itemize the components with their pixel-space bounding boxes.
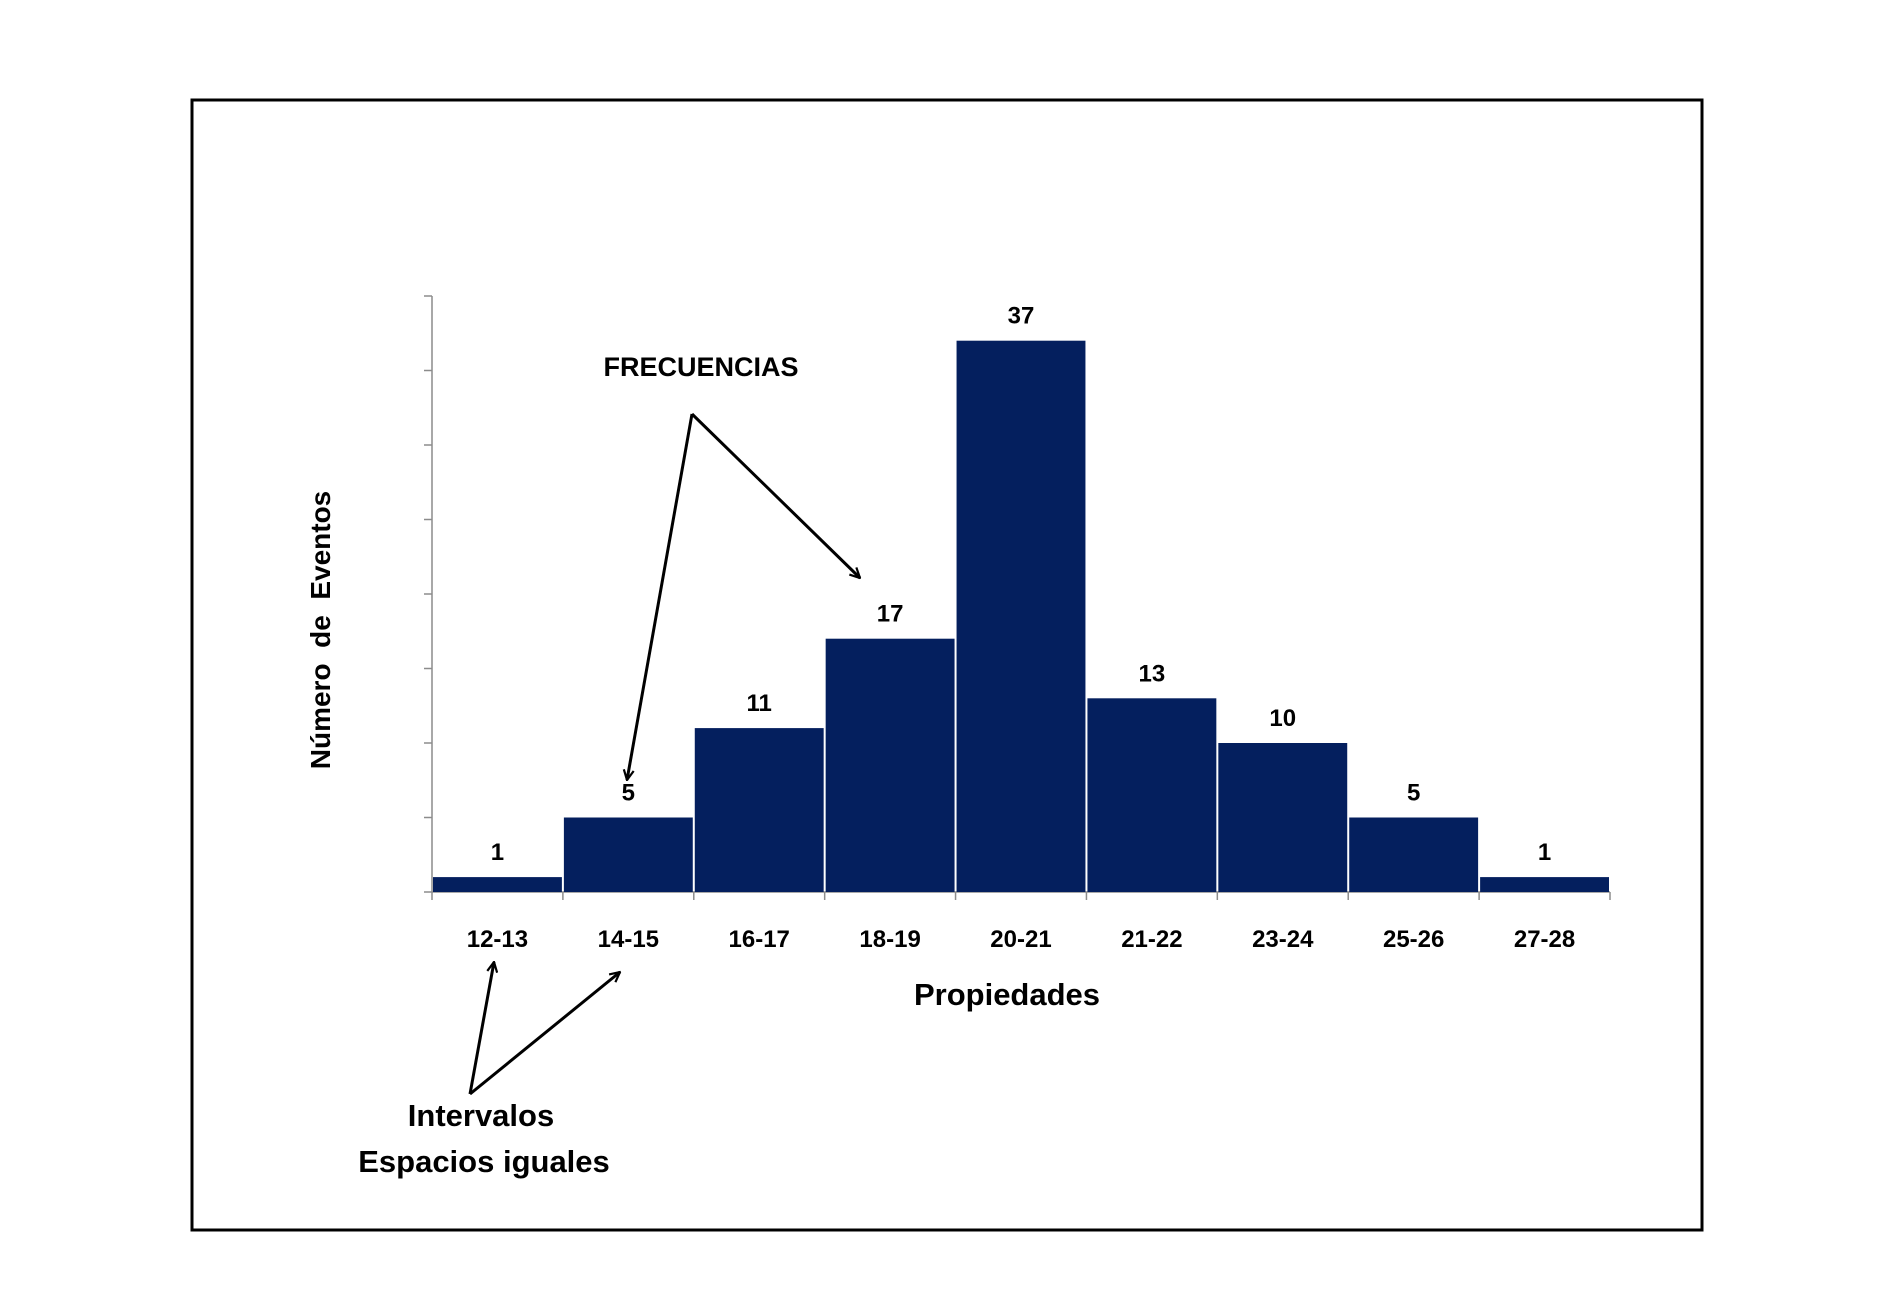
bar-21-22 — [1087, 698, 1217, 892]
data-label-27-28: 1 — [1538, 839, 1551, 866]
x-tick-label-16-17: 16-17 — [729, 926, 790, 953]
intervals-annotation-line2: Espacios iguales — [358, 1144, 610, 1179]
category-labels-group: 12-13 14-15 16-17 18-19 20-21 21-22 23-24 25-26… — [467, 926, 1576, 953]
data-label-23-24: 10 — [1269, 705, 1296, 732]
bar-23-24 — [1218, 743, 1348, 892]
y-axis-ticks — [424, 295, 432, 893]
x-tick-label-12-13: 12-13 — [467, 926, 528, 953]
data-label-16-17: 11 — [747, 690, 772, 717]
bar-20-21 — [956, 340, 1086, 892]
intervals-annotation-line1: Intervalos — [408, 1098, 554, 1133]
data-label-14-15: 5 — [622, 780, 635, 807]
data-label-20-21: 37 — [1008, 303, 1035, 330]
data-label-12-13: 1 — [491, 839, 504, 866]
intervals-arrow-to-cat-0 — [468, 962, 494, 1095]
frequencies-annotation-text: FRECUENCIAS — [603, 352, 798, 382]
intervals-arrow-to-cat-1 — [469, 972, 620, 1096]
x-tick-label-20-21: 20-21 — [990, 926, 1051, 953]
bar-18-19 — [825, 638, 955, 892]
frequencies-arrow-to-bar-3 — [690, 412, 860, 578]
x-axis-ticks — [431, 892, 1611, 900]
data-labels-group: 1 5 11 17 37 13 10 5 1 — [491, 303, 1551, 866]
x-tick-label-25-26: 25-26 — [1383, 926, 1444, 953]
x-tick-label-21-22: 21-22 — [1121, 926, 1182, 953]
x-tick-label-14-15: 14-15 — [598, 926, 659, 953]
x-tick-label-18-19: 18-19 — [859, 926, 920, 953]
intervals-annotation: Intervalos Espacios iguales — [358, 962, 620, 1179]
frequencies-annotation: FRECUENCIAS — [603, 352, 860, 780]
x-axis-title: Propiedades — [914, 977, 1100, 1012]
data-label-25-26: 5 — [1407, 780, 1420, 807]
bar-27-28 — [1480, 877, 1609, 892]
bar-14-15 — [563, 817, 693, 892]
y-axis-title: Número de Eventos — [305, 491, 336, 770]
x-tick-label-27-28: 27-28 — [1514, 926, 1575, 953]
figure-frame — [190, 98, 1704, 1232]
bar-25-26 — [1349, 817, 1479, 892]
data-label-18-19: 17 — [877, 601, 904, 628]
bar-16-17 — [694, 728, 824, 892]
plot-area: 1 5 11 17 37 13 10 5 1 12-13 14-15 16-17 18-19 20-21… — [424, 295, 1611, 953]
data-label-21-22: 13 — [1139, 660, 1166, 687]
bars-group — [433, 340, 1609, 892]
x-tick-label-23-24: 23-24 — [1252, 926, 1314, 953]
frequencies-arrow-to-bar-1 — [627, 413, 694, 780]
bar-12-13 — [433, 877, 562, 892]
